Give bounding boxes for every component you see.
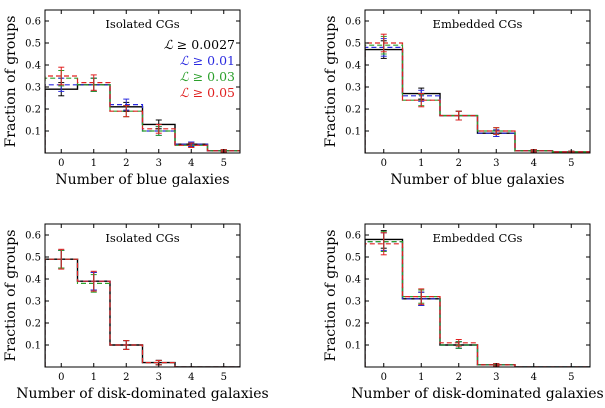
y-tick-label: 0.3: [345, 297, 361, 308]
y-tick-label: 0.1: [345, 127, 361, 138]
legend-symbol: ℒ: [180, 85, 190, 100]
x-tick-label: 3: [156, 158, 162, 169]
y-axis-label: Fraction of groups: [3, 230, 19, 362]
y-tick-label: 0.4: [25, 275, 41, 286]
legend-symbol: ℒ: [180, 69, 190, 84]
y-tick-label: 0.1: [25, 341, 41, 352]
y-tick-label: 0.3: [345, 83, 361, 94]
legend-entry: ℒ ≥ 0.0027: [164, 37, 235, 52]
series-step-4: [45, 258, 240, 367]
y-tick-label: 0.1: [25, 127, 41, 138]
y-tick-label: 0.1: [345, 341, 361, 352]
series-step-1: [365, 48, 590, 153]
plot-frame: [44, 223, 241, 368]
y-tick-label: 0.2: [345, 319, 361, 330]
y-tick-label: 0.6: [25, 17, 41, 28]
x-tick-label: 4: [188, 158, 194, 169]
x-tick-label: 2: [123, 158, 129, 169]
panel-3: 0 1 2 3 4 5 0.1 0.2 0.3 0.4 0.5 0.6 Isolated CGs Numb…: [3, 223, 269, 402]
y-tick-label: 0.5: [345, 39, 361, 50]
x-axis-label: Number of blue galaxies: [390, 172, 564, 188]
y-tick-label: 0.6: [25, 231, 41, 242]
legend-threshold: ≥ 0.0027: [173, 37, 235, 52]
x-tick-label: 0: [381, 158, 387, 169]
legend-threshold: ≥ 0.03: [189, 69, 235, 84]
y-axis-label: Fraction of groups: [323, 16, 339, 148]
panel-title: Embedded CGs: [433, 17, 523, 31]
y-tick-label: 0.3: [25, 83, 41, 94]
legend-threshold: ≥ 0.05: [189, 85, 235, 100]
x-tick-label: 2: [456, 158, 462, 169]
x-tick-label: 3: [493, 158, 499, 169]
x-tick-label: 4: [531, 372, 537, 383]
y-tick-label: 0.5: [25, 39, 41, 50]
series-step-4: [45, 75, 240, 153]
y-tick-label: 0.3: [25, 297, 41, 308]
y-axis-label: Fraction of groups: [3, 16, 19, 148]
y-tick-label: 0.6: [345, 231, 361, 242]
panel-title: Isolated CGs: [105, 17, 179, 31]
x-tick-label: 0: [58, 158, 64, 169]
plot-area: [365, 33, 590, 153]
panel-1: 0 1 2 3 4 5 0.1 0.2 0.3 0.4 0.5 0.6 Isolated CGs Numb…: [3, 9, 241, 188]
x-tick-label: 2: [456, 372, 462, 383]
y-tick-label: 0.4: [345, 275, 361, 286]
plot-frame: [44, 9, 241, 154]
x-tick-label: 0: [381, 372, 387, 383]
plot-frame: [364, 223, 591, 368]
x-tick-label: 1: [91, 158, 97, 169]
y-tick-label: 0.5: [25, 253, 41, 264]
legend-entry: ℒ ≥ 0.05: [180, 85, 235, 100]
y-tick-label: 0.2: [25, 319, 41, 330]
legend-entry: ℒ ≥ 0.01: [180, 53, 235, 68]
panel-title: Isolated CGs: [105, 231, 179, 245]
x-axis-label: Number of disk-dominated galaxies: [351, 386, 603, 402]
x-tick-label: 4: [188, 372, 194, 383]
series-step-4: [365, 42, 590, 153]
plot-area: [365, 230, 590, 367]
x-tick-label: 1: [91, 372, 97, 383]
legend-symbol: ℒ: [164, 37, 174, 52]
x-tick-label: 1: [418, 158, 424, 169]
panel-4: 0 1 2 3 4 5 0.1 0.2 0.3 0.4 0.5 0.6 Embedded CGs Numb…: [323, 223, 604, 402]
plot-area: [45, 248, 240, 367]
y-tick-label: 0.2: [345, 105, 361, 116]
x-tick-label: 0: [58, 372, 64, 383]
x-axis-label: Number of blue galaxies: [55, 172, 229, 188]
panel-title: Embedded CGs: [433, 231, 523, 245]
x-tick-label: 4: [531, 158, 537, 169]
plot-area: [45, 66, 240, 153]
y-tick-label: 0.5: [345, 253, 361, 264]
series-step-3: [365, 44, 590, 153]
x-axis-label: Number of disk-dominated galaxies: [16, 386, 268, 402]
y-axis-label: Fraction of groups: [323, 230, 339, 362]
legend-symbol: ℒ: [180, 53, 190, 68]
legend-threshold: ≥ 0.01: [189, 53, 235, 68]
plot-frame: [364, 9, 591, 154]
x-tick-label: 3: [493, 372, 499, 383]
series-step-2: [365, 46, 590, 153]
legend-entry: ℒ ≥ 0.03: [180, 69, 235, 84]
y-tick-label: 0.4: [25, 61, 41, 72]
panel-2: 0 1 2 3 4 5 0.1 0.2 0.3 0.4 0.5 0.6 Embedded CGs Numb…: [323, 9, 591, 188]
series-step-4: [365, 243, 590, 367]
x-tick-label: 2: [123, 372, 129, 383]
y-tick-label: 0.2: [25, 105, 41, 116]
x-tick-label: 5: [221, 158, 227, 169]
x-tick-label: 5: [568, 158, 574, 169]
x-tick-label: 1: [418, 372, 424, 383]
x-tick-label: 5: [221, 372, 227, 383]
y-tick-label: 0.4: [345, 61, 361, 72]
x-tick-label: 5: [568, 372, 574, 383]
x-tick-label: 3: [156, 372, 162, 383]
y-tick-label: 0.6: [345, 17, 361, 28]
